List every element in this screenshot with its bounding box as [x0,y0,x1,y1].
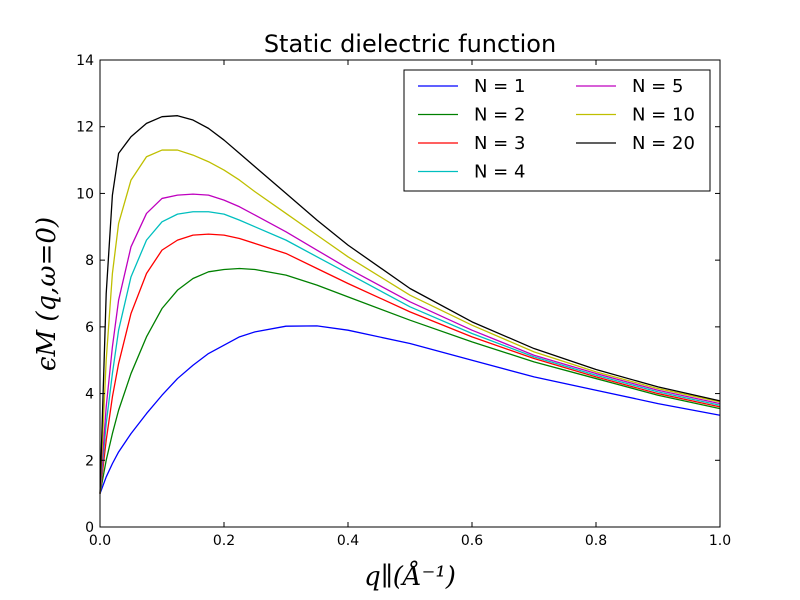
legend-label-0: N = 1 [474,76,525,97]
x-axis-label: q∥(Å⁻¹) [364,560,456,592]
series-line-4 [99,193,721,494]
chart-title: Static dielectric function [264,30,556,58]
series-line-0 [99,325,721,494]
y-tick-label-3: 6 [85,320,94,336]
x-tick-label-5: 1.0 [709,533,731,549]
legend-label-3: N = 4 [474,162,525,183]
legend-label-1: N = 2 [474,105,525,126]
y-axis-label: ϵM (q,ω=0) [32,217,62,371]
tick-layer: 0.0 0.2 0.4 0.6 0.8 1.0 0 2 4 6 8 10 12 14 [76,53,731,549]
y-tick-label-2: 4 [85,387,94,403]
plot-frame [99,59,721,528]
x-tick-label-4: 0.8 [585,533,607,549]
series-line-5 [99,149,721,494]
legend-items: N = 1 N = 2 N = 3 N = 4 N = 5 N = 10 N = 20 [418,76,695,183]
legend-box [403,69,711,192]
legend: N = 1 N = 2 N = 3 N = 4 N = 5 N = 10 N = 20 [403,69,711,192]
x-tick-label-1: 0.2 [213,533,235,549]
x-tick-label-3: 0.6 [461,533,483,549]
legend-label-4: N = 5 [632,76,683,97]
series-layer [99,115,721,494]
x-tick-label-0: 0.0 [89,533,111,549]
y-tick-label-4: 8 [85,253,94,269]
legend-label-6: N = 20 [632,133,695,154]
legend-label-5: N = 10 [632,105,695,126]
series-line-1 [99,267,721,494]
series-line-6 [99,115,721,494]
series-line-3 [99,211,721,494]
y-tick-label-6: 12 [76,120,94,136]
x-tick-label-2: 0.4 [337,533,359,549]
series-line-2 [99,233,721,494]
y-tick-label-5: 10 [76,186,94,202]
y-tick-label-7: 14 [76,53,94,69]
legend-label-2: N = 3 [474,133,525,154]
y-tick-label-1: 2 [85,453,94,469]
y-tick-label-0: 0 [85,520,94,536]
